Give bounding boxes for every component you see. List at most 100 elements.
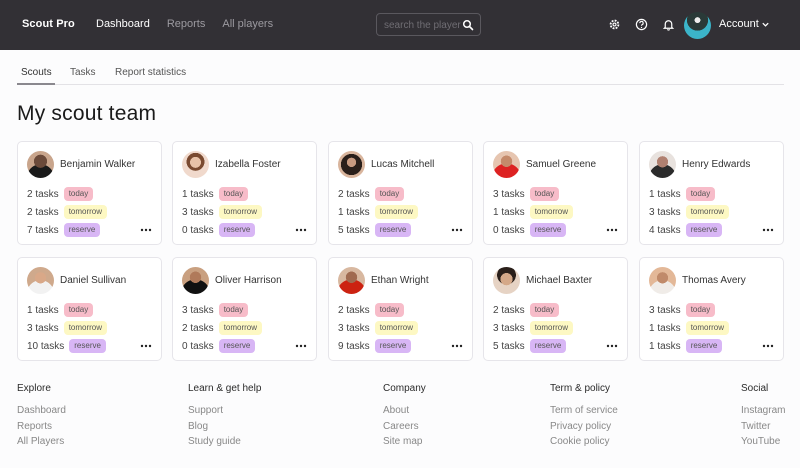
footer-link[interactable]: Reports (17, 420, 53, 432)
footer-link[interactable]: Careers (383, 420, 419, 432)
footer-link[interactable]: Site map (383, 436, 423, 447)
reserve-badge[interactable]: reserve (685, 223, 723, 237)
tomorrow-row: 3 tasks tomorrow (493, 321, 574, 335)
scout-name[interactable]: Ethan Wright (371, 275, 429, 286)
scout-card[interactable]: Michael Baxter 2 tasks today 3 tasks tom… (483, 257, 628, 361)
footer-link[interactable]: About (383, 405, 410, 416)
tomorrow-badge[interactable]: tomorrow (685, 321, 730, 335)
tomorrow-badge[interactable]: tomorrow (374, 205, 419, 219)
today-badge[interactable]: today (218, 303, 249, 317)
reserve-badge[interactable]: reserve (529, 339, 567, 353)
account-label[interactable]: Account (719, 18, 759, 30)
reserve-badge[interactable]: reserve (218, 223, 256, 237)
footer-link[interactable]: Term of service (550, 405, 618, 416)
help-icon[interactable] (635, 18, 648, 31)
scout-name[interactable]: Oliver Harrison (215, 275, 282, 286)
reserve-badge[interactable]: reserve (218, 339, 256, 353)
scout-card[interactable]: Henry Edwards 1 tasks today 3 tasks tomo… (639, 141, 784, 245)
today-row: 2 tasks today (338, 187, 405, 201)
scout-name[interactable]: Henry Edwards (682, 159, 751, 170)
chevron-down-icon[interactable] (761, 20, 770, 29)
footer-link[interactable]: Cookie policy (550, 436, 610, 447)
today-badge[interactable]: today (63, 303, 94, 317)
reserve-badge[interactable]: reserve (63, 223, 101, 237)
search-input[interactable] (384, 18, 462, 32)
tomorrow-badge[interactable]: tomorrow (63, 205, 108, 219)
today-badge[interactable]: today (374, 187, 405, 201)
tomorrow-badge[interactable]: tomorrow (529, 205, 574, 219)
nav-dashboard[interactable]: Dashboard (96, 18, 150, 30)
tomorrow-row: 3 tasks tomorrow (649, 205, 730, 219)
today-badge[interactable]: today (529, 187, 560, 201)
scout-name[interactable]: Lucas Mitchell (371, 159, 435, 170)
scout-name[interactable]: Daniel Sullivan (60, 275, 127, 286)
more-options-icon[interactable] (295, 228, 307, 232)
scout-name[interactable]: Benjamin Walker (60, 159, 136, 170)
footer-link[interactable]: All Players (17, 436, 65, 447)
today-badge[interactable]: today (218, 187, 249, 201)
reserve-badge[interactable]: reserve (374, 223, 412, 237)
tomorrow-badge[interactable]: tomorrow (685, 205, 730, 219)
tomorrow-row: 2 tasks tomorrow (27, 205, 108, 219)
scout-card[interactable]: Daniel Sullivan 1 tasks today 3 tasks to… (17, 257, 162, 361)
today-badge[interactable]: today (685, 303, 716, 317)
tomorrow-badge[interactable]: tomorrow (218, 321, 263, 335)
reserve-badge[interactable]: reserve (529, 223, 567, 237)
more-options-icon[interactable] (140, 228, 152, 232)
footer-link[interactable]: Dashboard (17, 405, 66, 416)
bell-icon[interactable] (662, 18, 675, 31)
avatar (493, 151, 520, 178)
search-icon[interactable] (462, 19, 474, 31)
today-badge[interactable]: today (685, 187, 716, 201)
scout-card[interactable]: Samuel Greene 3 tasks today 1 tasks tomo… (483, 141, 628, 245)
more-options-icon[interactable] (295, 344, 307, 348)
logo[interactable]: Scout Pro (22, 18, 75, 30)
tab-report-statistics[interactable]: Report statistics (115, 67, 187, 78)
tab-scouts[interactable]: Scouts (21, 67, 52, 78)
scout-card[interactable]: Thomas Avery 3 tasks today 1 tasks tomor… (639, 257, 784, 361)
task-count: 0 tasks (493, 224, 525, 236)
footer-link[interactable]: Support (188, 405, 224, 416)
footer-link[interactable]: Study guide (188, 436, 241, 447)
reserve-badge[interactable]: reserve (374, 339, 412, 353)
more-options-icon[interactable] (762, 228, 774, 232)
more-options-icon[interactable] (451, 344, 463, 348)
scout-name[interactable]: Samuel Greene (526, 159, 597, 170)
footer-column: Social Instagram Twitter YouTube (741, 383, 785, 452)
tomorrow-badge[interactable]: tomorrow (63, 321, 108, 335)
tab-tasks[interactable]: Tasks (70, 67, 96, 78)
scout-card[interactable]: Benjamin Walker 2 tasks today 2 tasks to… (17, 141, 162, 245)
today-row: 2 tasks today (338, 303, 405, 317)
footer-link[interactable]: Privacy policy (550, 420, 612, 432)
footer-link[interactable]: Twitter (741, 420, 771, 432)
scout-name[interactable]: Michael Baxter (526, 275, 593, 286)
search-box (376, 13, 481, 36)
more-options-icon[interactable] (606, 344, 618, 348)
scout-card[interactable]: Lucas Mitchell 2 tasks today 1 tasks tom… (328, 141, 473, 245)
gear-icon[interactable] (608, 18, 621, 31)
today-badge[interactable]: today (529, 303, 560, 317)
scout-card[interactable]: Ethan Wright 2 tasks today 3 tasks tomor… (328, 257, 473, 361)
more-options-icon[interactable] (451, 228, 463, 232)
more-options-icon[interactable] (606, 228, 618, 232)
scout-card[interactable]: Izabella Foster 1 tasks today 3 tasks to… (172, 141, 317, 245)
tomorrow-badge[interactable]: tomorrow (218, 205, 263, 219)
footer-link[interactable]: Blog (188, 420, 209, 432)
footer-link[interactable]: Instagram (741, 405, 786, 416)
more-options-icon[interactable] (762, 344, 774, 348)
tomorrow-badge[interactable]: tomorrow (374, 321, 419, 335)
reserve-badge[interactable]: reserve (69, 339, 106, 353)
scout-name[interactable]: Izabella Foster (215, 159, 281, 170)
nav-reports[interactable]: Reports (166, 18, 206, 30)
today-badge[interactable]: today (63, 187, 94, 201)
account-avatar[interactable] (684, 12, 711, 39)
tomorrow-badge[interactable]: tomorrow (529, 321, 574, 335)
today-badge[interactable]: today (374, 303, 405, 317)
footer-link[interactable]: YouTube (741, 436, 781, 447)
scout-name[interactable]: Thomas Avery (682, 275, 746, 286)
more-options-icon[interactable] (140, 344, 152, 348)
scout-card[interactable]: Oliver Harrison 3 tasks today 2 tasks to… (172, 257, 317, 361)
reserve-row: 10 tasks reserve (27, 339, 106, 353)
nav-all-players[interactable]: All players (222, 18, 274, 30)
reserve-badge[interactable]: reserve (685, 339, 723, 353)
